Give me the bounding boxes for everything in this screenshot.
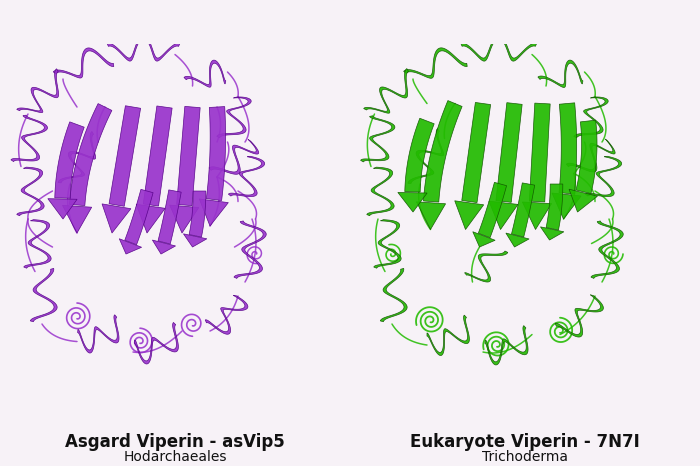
Text: Trichoderma: Trichoderma — [482, 450, 568, 464]
Polygon shape — [55, 122, 84, 198]
Polygon shape — [585, 156, 622, 197]
Polygon shape — [234, 221, 266, 278]
Polygon shape — [102, 204, 131, 233]
Polygon shape — [144, 106, 172, 206]
Polygon shape — [107, 35, 180, 61]
Polygon shape — [552, 193, 581, 219]
Text: Asgard Viperin - asVip5: Asgard Viperin - asVip5 — [65, 433, 285, 452]
Polygon shape — [559, 103, 577, 194]
Polygon shape — [512, 183, 535, 237]
Polygon shape — [217, 97, 251, 138]
Polygon shape — [485, 326, 528, 365]
Polygon shape — [408, 129, 444, 184]
Polygon shape — [455, 201, 484, 230]
Polygon shape — [465, 251, 508, 282]
Polygon shape — [566, 139, 615, 172]
Polygon shape — [416, 202, 446, 230]
Polygon shape — [62, 206, 92, 233]
Polygon shape — [574, 97, 608, 138]
Polygon shape — [78, 315, 119, 353]
Polygon shape — [364, 69, 409, 113]
Polygon shape — [153, 240, 176, 254]
Polygon shape — [555, 295, 603, 337]
Polygon shape — [529, 103, 550, 202]
Polygon shape — [496, 103, 522, 202]
Polygon shape — [17, 69, 59, 113]
Polygon shape — [546, 184, 563, 230]
Polygon shape — [367, 167, 394, 216]
Polygon shape — [109, 106, 141, 206]
Polygon shape — [360, 116, 395, 162]
Polygon shape — [569, 189, 597, 212]
Polygon shape — [48, 199, 77, 219]
Polygon shape — [478, 182, 507, 238]
Text: Eukaryote Viperin - 7N7I: Eukaryote Viperin - 7N7I — [410, 433, 640, 452]
Polygon shape — [24, 219, 51, 268]
Polygon shape — [136, 204, 165, 233]
Text: Hodarchaeales: Hodarchaeales — [123, 450, 227, 464]
Polygon shape — [228, 156, 265, 197]
Polygon shape — [17, 167, 44, 216]
Polygon shape — [424, 101, 462, 202]
Polygon shape — [169, 205, 199, 233]
Polygon shape — [134, 322, 178, 364]
Polygon shape — [184, 60, 226, 87]
Polygon shape — [183, 234, 207, 247]
Polygon shape — [506, 233, 529, 247]
Polygon shape — [462, 103, 491, 203]
Polygon shape — [58, 131, 96, 183]
Polygon shape — [206, 107, 225, 200]
Polygon shape — [374, 219, 401, 268]
Polygon shape — [30, 268, 57, 322]
Polygon shape — [53, 48, 114, 78]
Polygon shape — [461, 35, 537, 61]
Polygon shape — [489, 201, 518, 230]
Polygon shape — [125, 189, 153, 245]
Polygon shape — [405, 118, 434, 192]
Polygon shape — [189, 191, 206, 237]
Polygon shape — [473, 232, 495, 247]
Polygon shape — [199, 199, 228, 226]
Polygon shape — [540, 227, 564, 240]
Polygon shape — [591, 221, 623, 278]
Polygon shape — [538, 60, 583, 88]
Polygon shape — [576, 120, 597, 193]
Polygon shape — [522, 202, 552, 230]
Polygon shape — [176, 106, 200, 206]
Polygon shape — [11, 115, 48, 162]
Polygon shape — [158, 190, 181, 244]
Polygon shape — [427, 315, 470, 356]
Polygon shape — [398, 192, 427, 212]
Polygon shape — [380, 268, 407, 322]
Polygon shape — [119, 239, 141, 254]
Polygon shape — [404, 48, 467, 78]
Polygon shape — [205, 295, 248, 334]
Polygon shape — [69, 103, 112, 206]
Polygon shape — [209, 139, 259, 174]
